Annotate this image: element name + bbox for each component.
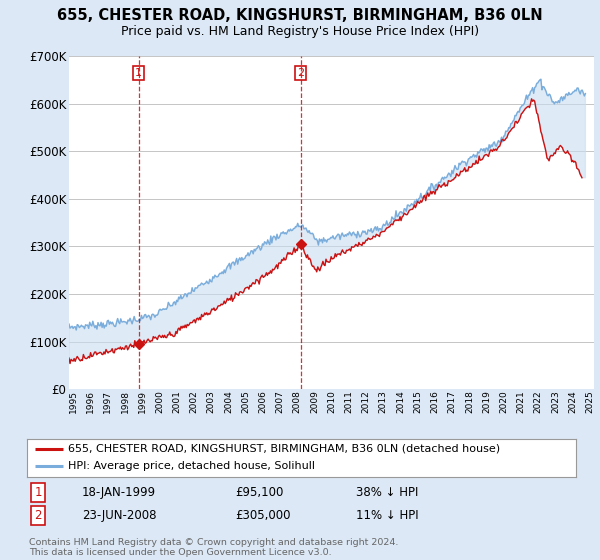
Text: 2011: 2011 — [344, 390, 353, 413]
Text: 2012: 2012 — [362, 390, 371, 413]
Text: 1998: 1998 — [121, 390, 130, 413]
Text: HPI: Average price, detached house, Solihull: HPI: Average price, detached house, Soli… — [68, 461, 315, 471]
Text: 2: 2 — [34, 508, 42, 521]
Text: 1999: 1999 — [138, 390, 147, 413]
Text: 2003: 2003 — [207, 390, 216, 413]
Text: 2017: 2017 — [448, 390, 457, 413]
Text: 2010: 2010 — [327, 390, 336, 413]
Text: 655, CHESTER ROAD, KINGSHURST, BIRMINGHAM, B36 0LN (detached house): 655, CHESTER ROAD, KINGSHURST, BIRMINGHA… — [68, 444, 500, 454]
Text: 38% ↓ HPI: 38% ↓ HPI — [356, 486, 419, 499]
Text: 2022: 2022 — [534, 390, 543, 413]
Text: 2000: 2000 — [155, 390, 164, 413]
Text: 2024: 2024 — [568, 390, 577, 413]
Text: 1: 1 — [135, 68, 142, 78]
Text: 655, CHESTER ROAD, KINGSHURST, BIRMINGHAM, B36 0LN: 655, CHESTER ROAD, KINGSHURST, BIRMINGHA… — [57, 8, 543, 24]
Text: 1996: 1996 — [86, 390, 95, 413]
Text: 2013: 2013 — [379, 390, 388, 413]
Text: 1997: 1997 — [103, 390, 112, 413]
Text: 2021: 2021 — [517, 390, 526, 413]
Text: 2007: 2007 — [275, 390, 284, 413]
Text: 2015: 2015 — [413, 390, 422, 413]
Text: 2025: 2025 — [586, 390, 595, 413]
Text: 2002: 2002 — [190, 390, 199, 413]
Text: Contains HM Land Registry data © Crown copyright and database right 2024.
This d: Contains HM Land Registry data © Crown c… — [29, 538, 398, 557]
Text: 2008: 2008 — [293, 390, 302, 413]
Text: 18-JAN-1999: 18-JAN-1999 — [82, 486, 156, 499]
Text: 2018: 2018 — [465, 390, 474, 413]
Text: 2004: 2004 — [224, 390, 233, 413]
Text: 2005: 2005 — [241, 390, 250, 413]
Text: 2019: 2019 — [482, 390, 491, 413]
Text: Price paid vs. HM Land Registry's House Price Index (HPI): Price paid vs. HM Land Registry's House … — [121, 25, 479, 38]
Text: 23-JUN-2008: 23-JUN-2008 — [82, 508, 157, 521]
Text: 2016: 2016 — [430, 390, 439, 413]
Text: 2020: 2020 — [499, 390, 508, 413]
Text: £305,000: £305,000 — [236, 508, 291, 521]
Text: 2014: 2014 — [396, 390, 405, 413]
Text: 11% ↓ HPI: 11% ↓ HPI — [356, 508, 419, 521]
Text: 1: 1 — [34, 486, 42, 499]
Text: 2001: 2001 — [172, 390, 181, 413]
Text: 2009: 2009 — [310, 390, 319, 413]
Text: 2023: 2023 — [551, 390, 560, 413]
Text: £95,100: £95,100 — [236, 486, 284, 499]
Text: 2006: 2006 — [259, 390, 268, 413]
Text: 2: 2 — [297, 68, 304, 78]
Text: 1995: 1995 — [69, 390, 78, 413]
